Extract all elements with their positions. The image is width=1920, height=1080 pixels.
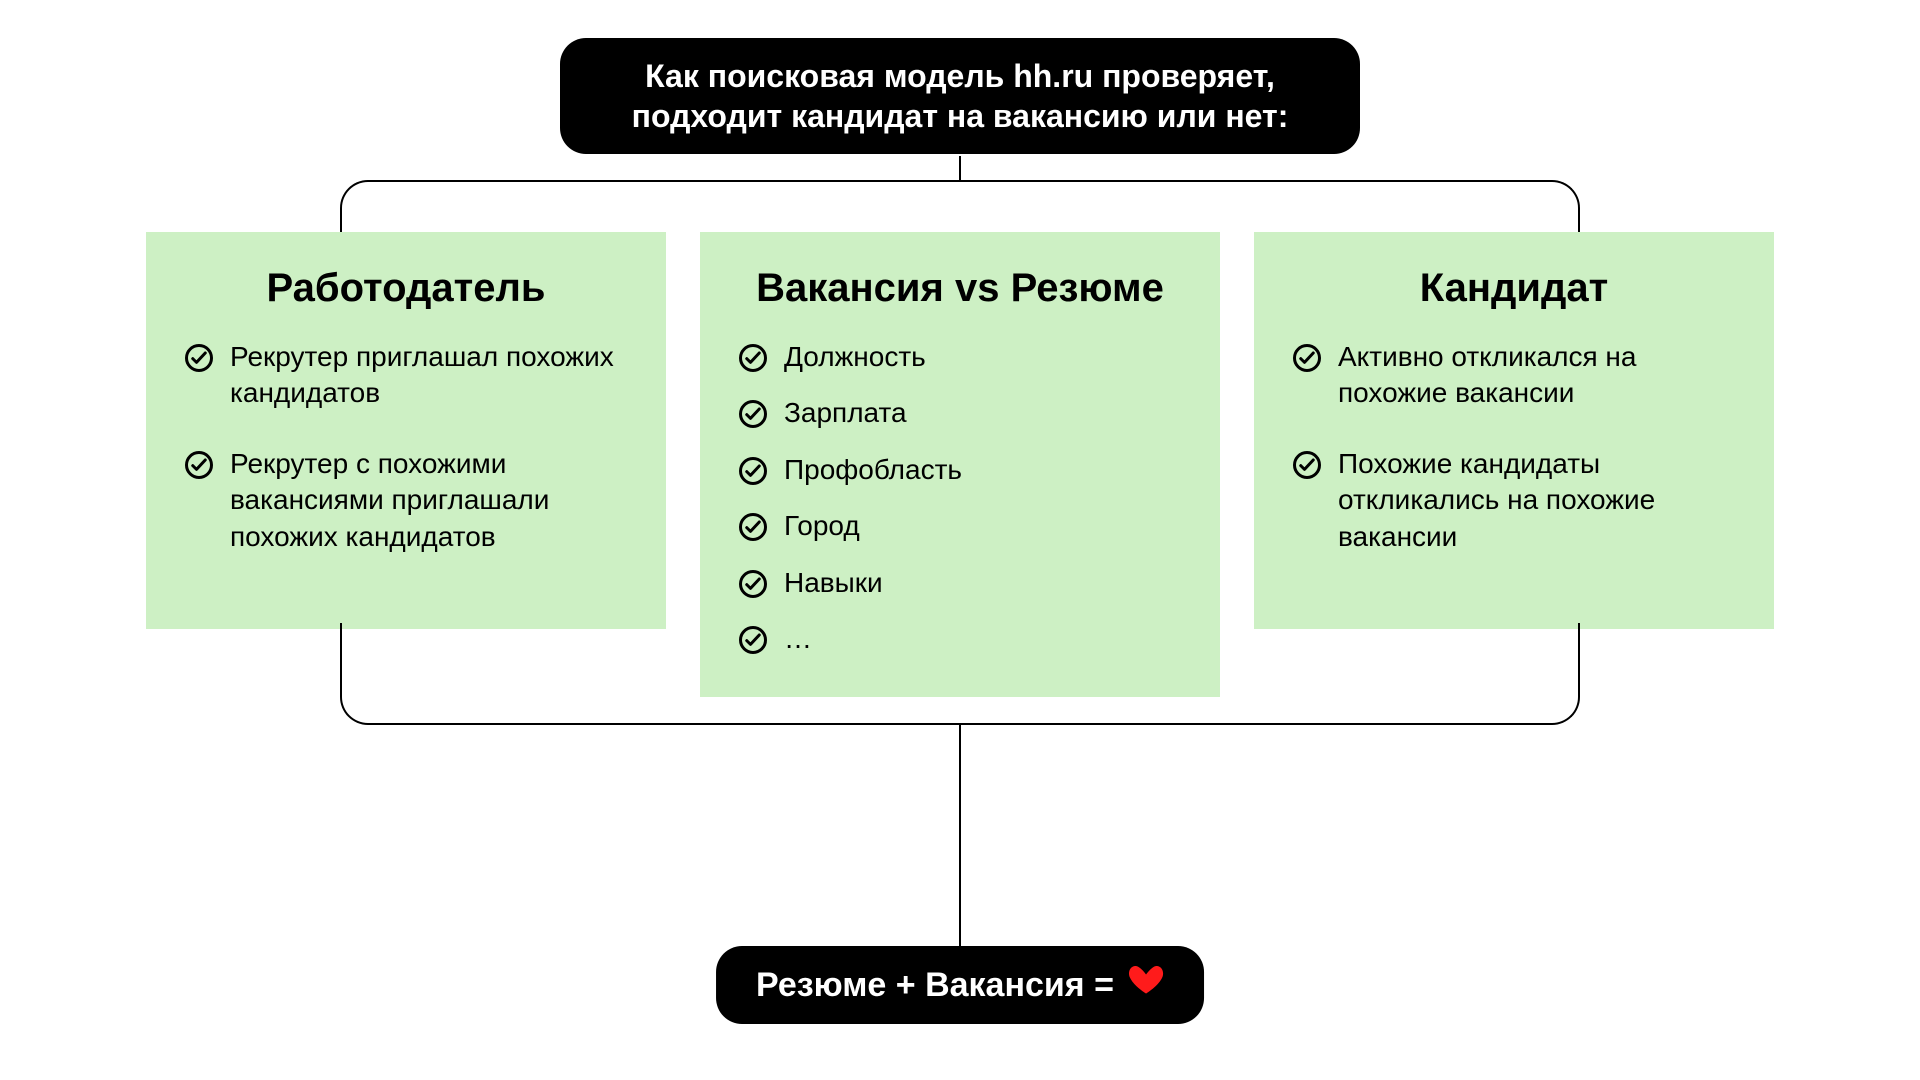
check-icon [1292,450,1322,480]
card-title: Кандидат [1292,266,1736,311]
list-item-text: Похожие кандидаты откликались на похожие… [1338,446,1736,555]
list-item-text: … [784,621,812,657]
card-list: Рекрутер приглашал похожих кандидатов Ре… [184,339,628,555]
list-item: Должность [738,339,1182,375]
list-item: Город [738,508,1182,544]
connector-top [340,180,1580,240]
card-candidate: Кандидат Активно откликался на похожие в… [1254,232,1774,629]
header-line1: Как поисковая модель hh.ru проверяет, [602,56,1318,96]
card-employer: Работодатель Рекрутер приглашал похожих … [146,232,666,629]
header-line2: подходит кандидат на вакансию или нет: [602,96,1318,136]
check-icon [184,450,214,480]
card-list: Активно откликался на похожие вакансии П… [1292,339,1736,555]
list-item: Навыки [738,565,1182,601]
check-icon [738,625,768,655]
list-item: Рекрутер приглашал похожих кандидатов [184,339,628,412]
list-item: … [738,621,1182,657]
list-item-text: Активно откликался на похожие вакансии [1338,339,1736,412]
list-item-text: Зарплата [784,395,907,431]
check-icon [738,456,768,486]
card-list: Должность Зарплата Профобласть Город Нав… [738,339,1182,657]
connector-stem-bottom [959,725,961,945]
footer-text: Резюме + Вакансия = [756,964,1114,1007]
check-icon [738,343,768,373]
card-title: Работодатель [184,266,628,311]
cards-row: Работодатель Рекрутер приглашал похожих … [146,232,1774,697]
list-item: Похожие кандидаты откликались на похожие… [1292,446,1736,555]
list-item-text: Навыки [784,565,883,601]
card-title: Вакансия vs Резюме [738,266,1182,311]
check-icon [738,569,768,599]
list-item-text: Рекрутер приглашал похожих кандидатов [230,339,628,412]
heart-icon [1128,962,1164,1009]
list-item-text: Профобласть [784,452,962,488]
list-item: Профобласть [738,452,1182,488]
footer-pill: Резюме + Вакансия = [716,946,1204,1025]
list-item: Рекрутер с похожими вакансиями приглашал… [184,446,628,555]
list-item-text: Должность [784,339,926,375]
list-item-text: Город [784,508,860,544]
check-icon [184,343,214,373]
diagram-canvas: Как поисковая модель hh.ru проверяет, по… [0,0,1920,1080]
card-vacancy: Вакансия vs Резюме Должность Зарплата Пр… [700,232,1220,697]
check-icon [1292,343,1322,373]
list-item: Зарплата [738,395,1182,431]
check-icon [738,399,768,429]
check-icon [738,512,768,542]
header-pill: Как поисковая модель hh.ru проверяет, по… [560,38,1360,154]
list-item-text: Рекрутер с похожими вакансиями приглашал… [230,446,628,555]
connector-stem-top [959,156,961,182]
list-item: Активно откликался на похожие вакансии [1292,339,1736,412]
